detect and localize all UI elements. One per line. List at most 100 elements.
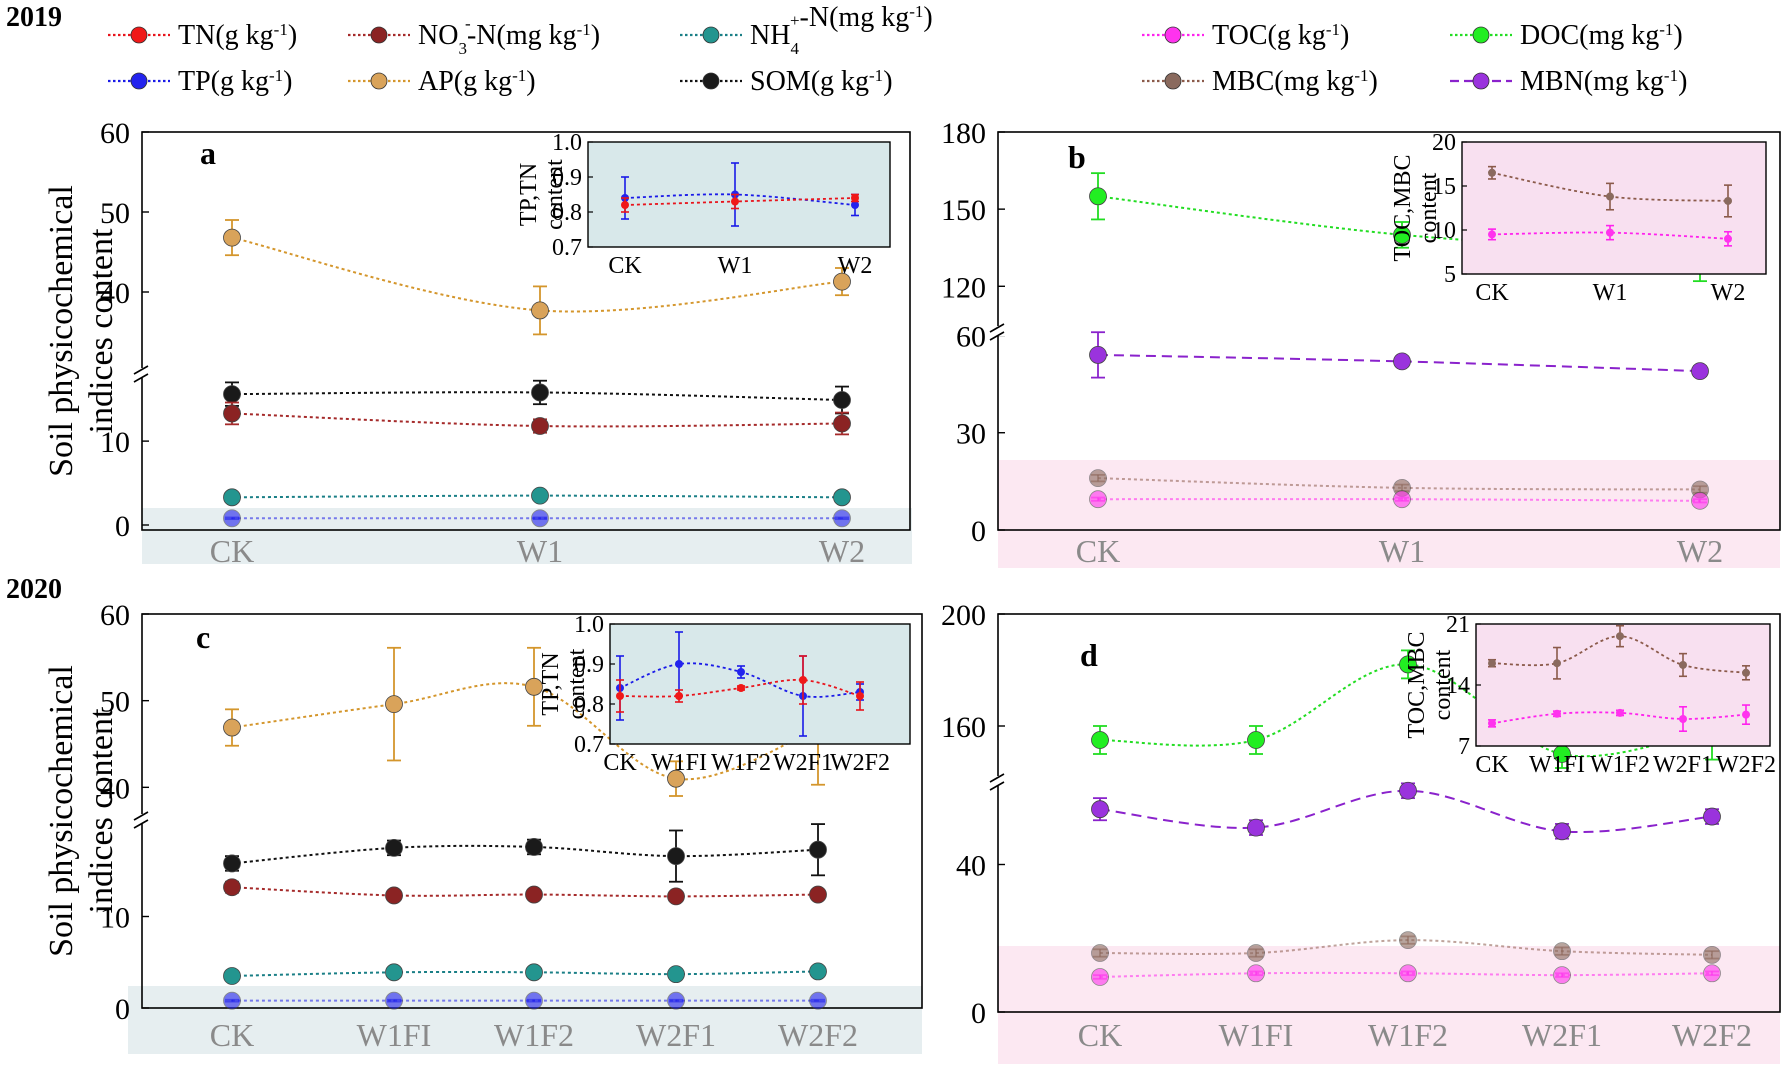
inset-y-tick-label: 21: [1446, 612, 1470, 638]
inset-x-tick-label: W1: [1593, 280, 1628, 306]
data-point: [385, 886, 403, 905]
inset-y-label: content: [542, 159, 568, 230]
y-tick-label: 0: [115, 510, 130, 543]
data-point: [1089, 187, 1107, 206]
x-tick-label: W2F2: [1672, 1017, 1752, 1053]
inset-x-tick-label: W1FI: [651, 750, 707, 776]
data-point: [531, 486, 549, 505]
inset-data-point: [616, 692, 624, 700]
y-tick-label: 160: [941, 711, 986, 744]
shade-band: [128, 986, 922, 1054]
data-point: [667, 887, 685, 906]
axis-break-gap: [134, 814, 150, 824]
inset-data-point: [737, 668, 745, 676]
inset-y-label: TP,TN: [538, 652, 564, 715]
data-point: [531, 383, 549, 402]
y-tick-label: 60: [100, 117, 130, 150]
inset-data-point: [799, 676, 807, 684]
inset-data-point: [1679, 714, 1687, 723]
inset-x-tick-label: W1FI: [1529, 752, 1585, 778]
data-point: [1553, 966, 1571, 985]
data-point: [223, 991, 241, 1010]
axis-break-mark: [989, 323, 1005, 333]
axis-break-gap: [134, 368, 150, 378]
inset-x-tick-label: W2: [1711, 280, 1746, 306]
data-point: [1089, 346, 1107, 364]
x-tick-label: CK: [1076, 533, 1120, 569]
y-tick-label: 0: [971, 997, 986, 1030]
inset-y-label: TOC,MBC: [1404, 632, 1430, 739]
legend-label-no3: NO3-N(mg kg-1): [418, 20, 600, 58]
series-no3: [223, 878, 827, 906]
y-axis-label: indices content: [83, 228, 120, 433]
x-tick-label: W1: [517, 533, 563, 569]
inset-frame: [1475, 623, 1771, 747]
data-point: [223, 967, 241, 985]
inset-data-point: [1488, 719, 1496, 728]
data-point: [1703, 807, 1721, 826]
legend-marker-toc: [1164, 26, 1182, 44]
x-tick-label: W1: [1379, 533, 1425, 569]
y-tick-label: 200: [941, 599, 986, 632]
series-mbn: [1091, 781, 1721, 841]
data-point: [667, 965, 685, 984]
panel-b: 120 150 180 0 30 60 CK W1 W2 b 5 10 15 20 CK W1 W2 TOC,MB…: [941, 117, 1781, 569]
axis-break-mark: [989, 331, 1005, 341]
legend-marker-doc: [1472, 26, 1490, 44]
inset-y-label: content: [1416, 172, 1442, 243]
data-point: [385, 991, 403, 1010]
series-no3: [223, 401, 851, 436]
data-point: [1393, 490, 1411, 509]
x-tick-label: W2F1: [636, 1017, 716, 1053]
panel-label: a: [200, 135, 216, 171]
inset-data-point: [1724, 234, 1732, 243]
inset-data-point: [621, 201, 629, 209]
data-point: [667, 847, 685, 866]
x-tick-label: W1F2: [494, 1017, 574, 1053]
inset-x-tick-label: CK: [603, 750, 637, 776]
data-point: [223, 509, 241, 528]
series-tp: [223, 509, 851, 528]
x-tick-label: W2: [819, 533, 865, 569]
data-point: [1091, 800, 1109, 819]
legend-label-tp: TP(g kg-1): [178, 66, 293, 98]
inset-y-label: content: [1430, 649, 1456, 720]
legend-label-tn: TN(g kg-1): [178, 20, 297, 52]
axis-break-mark: [133, 811, 149, 821]
y-tick-label: 40: [100, 277, 130, 310]
x-tick-label: W1FI: [1219, 1017, 1294, 1053]
y-tick-label: 50: [100, 686, 130, 719]
inset-data-point: [851, 194, 859, 202]
inset-data-point: [675, 660, 683, 668]
inset-y-tick-label: 0.7: [574, 732, 604, 758]
data-point: [833, 488, 851, 507]
data-point: [1399, 655, 1417, 674]
legend-marker-som: [702, 72, 720, 90]
x-tick-label: CK: [210, 1017, 254, 1053]
inset-data-point: [1553, 709, 1561, 718]
data-point: [1247, 818, 1265, 837]
data-point: [1089, 469, 1107, 488]
legend-marker-mbn: [1472, 72, 1490, 90]
inset-x-tick-label: W2: [838, 253, 873, 279]
inset-series-toc: [1488, 224, 1732, 247]
y-axis-label: Soil physicochemical: [43, 185, 80, 477]
x-tick-label: W2: [1677, 533, 1723, 569]
series-mbn: [1089, 331, 1709, 381]
y-tick-label: 10: [100, 426, 130, 459]
inset-y-tick-label: 0.8: [574, 692, 604, 718]
inset-chart: 7 14 21 CK W1FI W1F2 W2F1 W2F2 TOC,MBC content: [1404, 612, 1776, 778]
data-point: [223, 718, 241, 737]
data-point: [1091, 968, 1109, 986]
y-tick-label: 0: [971, 515, 986, 548]
data-point: [833, 391, 851, 409]
data-point: [223, 488, 241, 507]
series-ap: [223, 219, 851, 336]
inset-y-tick-label: 1.0: [574, 612, 604, 638]
data-point: [525, 991, 543, 1010]
data-point: [809, 991, 827, 1010]
